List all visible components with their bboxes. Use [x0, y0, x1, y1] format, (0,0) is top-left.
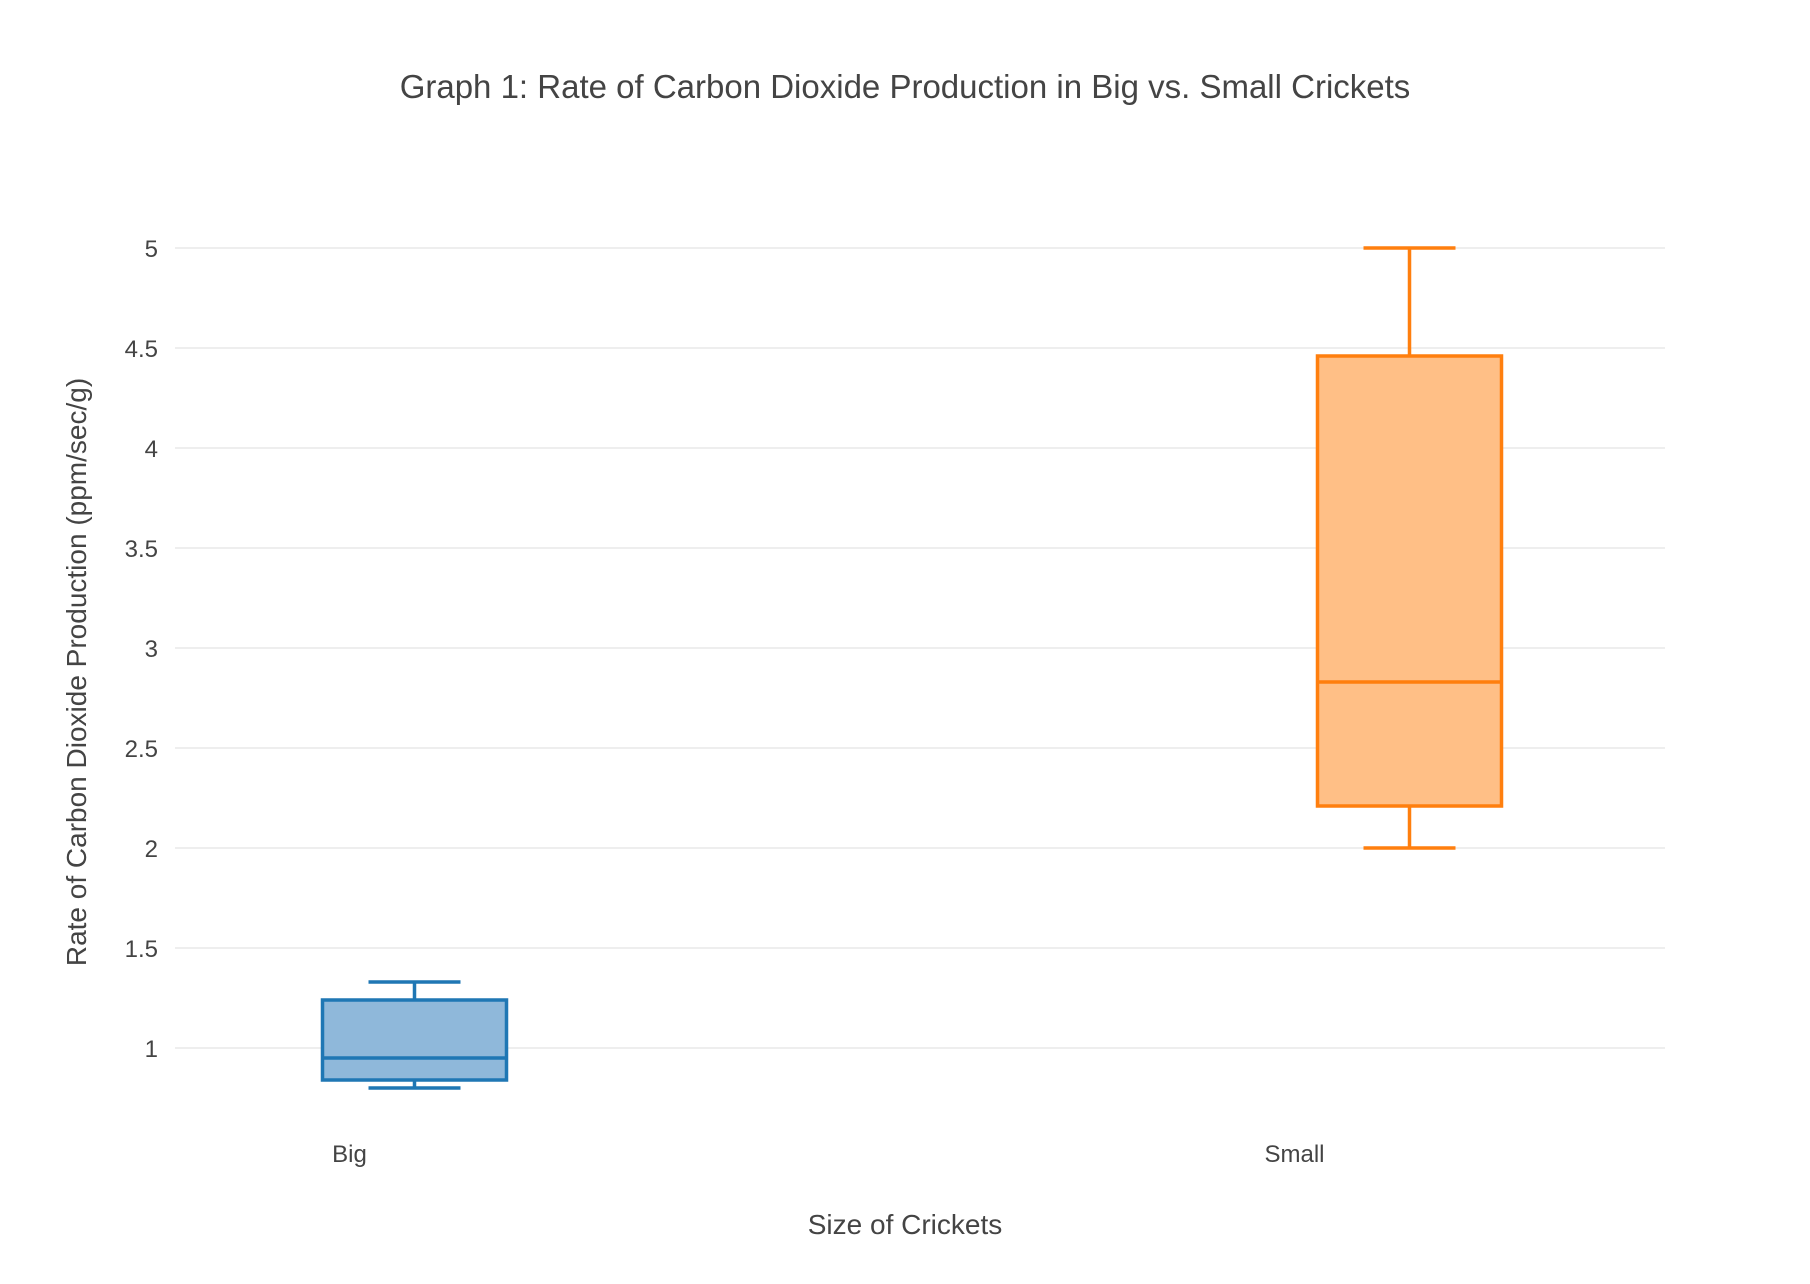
- iqr-box: [320, 998, 509, 1082]
- y-tick-label: 3: [145, 636, 158, 663]
- x-tick-labels: Big Small: [332, 1141, 1324, 1168]
- x-axis-label: Size of Crickets: [808, 1209, 1003, 1240]
- x-tick-label: Big: [332, 1141, 367, 1168]
- y-tick-labels: 1 1.5 2 2.5 3 3.5 4 4.5 5: [125, 236, 158, 1063]
- x-tick-label: Small: [1264, 1141, 1324, 1168]
- chart-title: Graph 1: Rate of Carbon Dioxide Producti…: [400, 68, 1411, 105]
- y-tick-label: 5: [145, 236, 158, 263]
- y-tick-label: 1.5: [125, 936, 158, 963]
- y-gridlines: [175, 247, 1665, 1049]
- box-small: [1315, 246, 1504, 850]
- box-series: [320, 246, 1504, 1090]
- box-big: [320, 980, 509, 1090]
- iqr-box: [1315, 354, 1504, 808]
- y-tick-label: 1: [145, 1036, 158, 1063]
- y-tick-label: 2: [145, 836, 158, 863]
- y-tick-label: 3.5: [125, 536, 158, 563]
- y-tick-label: 4.5: [125, 336, 158, 363]
- y-tick-label: 2.5: [125, 736, 158, 763]
- y-axis-label: Rate of Carbon Dioxide Production (ppm/s…: [61, 378, 92, 966]
- y-tick-label: 4: [145, 436, 158, 463]
